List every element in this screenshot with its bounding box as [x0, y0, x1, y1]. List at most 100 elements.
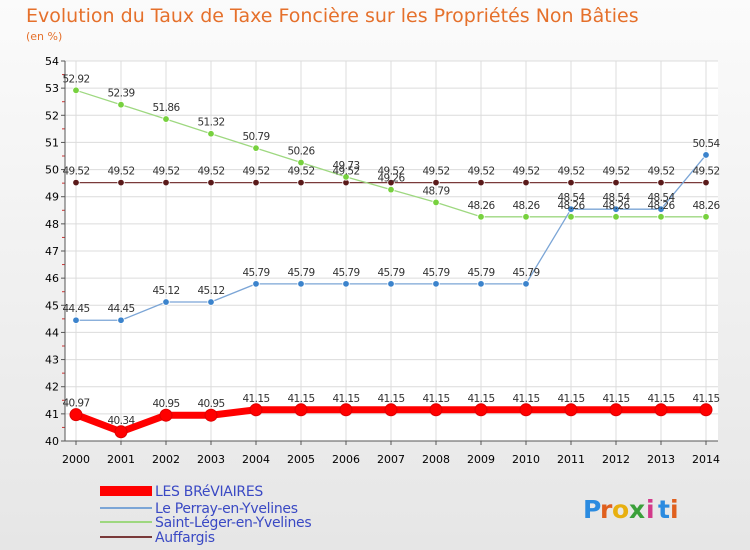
series-point-1 [612, 205, 620, 213]
series-point-0 [474, 403, 488, 417]
data-label-1: 44.45 [62, 303, 89, 315]
series-point-1 [387, 280, 395, 288]
series-point-2 [342, 173, 350, 181]
logo-letter: i [670, 495, 679, 524]
data-label-2: 48.26 [647, 200, 675, 212]
series-point-3 [657, 178, 665, 187]
series-point-0 [159, 408, 173, 422]
data-label-1: 45.79 [332, 267, 359, 279]
series-point-2 [522, 213, 530, 221]
logo-letter: o [612, 495, 629, 524]
series-point-0 [519, 403, 533, 417]
legend-label-3: Auffargis [155, 530, 215, 546]
legend-label-2: Saint-Léger-en-Yvelines [155, 515, 311, 531]
logo-letter: P [583, 495, 601, 524]
x-tick-label: 2006 [332, 453, 360, 466]
y-tick-label: 53 [45, 82, 59, 95]
series-point-3 [432, 178, 440, 187]
x-tick-label: 2010 [512, 453, 540, 466]
x-tick-label: 2001 [107, 453, 135, 466]
logo-letter: r [600, 495, 613, 524]
x-tick-label: 2013 [647, 453, 675, 466]
chart-title: Evolution du Taux de Taxe Foncière sur l… [26, 5, 639, 27]
data-label-2: 52.39 [107, 88, 134, 100]
series-point-2 [432, 198, 440, 207]
data-label-3: 49.52 [152, 166, 179, 178]
series-point-0 [429, 403, 443, 417]
series-point-1 [207, 298, 215, 306]
series-point-0 [609, 403, 623, 417]
data-label-0: 41.15 [422, 393, 449, 405]
series-point-1 [567, 205, 575, 213]
data-label-2: 48.26 [602, 200, 630, 212]
data-label-3: 49.52 [287, 166, 314, 178]
data-label-1: 45.12 [197, 285, 224, 297]
series-point-0 [204, 408, 218, 422]
series-point-0 [339, 403, 353, 417]
series-point-3 [162, 178, 170, 187]
data-label-0: 41.15 [557, 393, 584, 405]
chart-subtitle: (en %) [26, 30, 62, 43]
data-label-0: 41.15 [242, 393, 269, 405]
series-point-2 [387, 185, 395, 194]
series-point-1 [252, 280, 260, 288]
data-label-2: 48.26 [467, 200, 495, 212]
series-point-1 [432, 280, 440, 288]
series-point-3 [72, 178, 80, 187]
x-tick-label: 2003 [197, 453, 225, 466]
data-label-1: 45.79 [422, 267, 449, 279]
data-label-0: 40.97 [62, 398, 89, 410]
data-label-0: 41.15 [332, 393, 359, 405]
series-point-3 [207, 178, 215, 187]
logo-letter: i [646, 495, 655, 524]
data-label-1: 45.79 [377, 267, 404, 279]
series-point-2 [252, 144, 260, 152]
series-point-1 [297, 280, 305, 288]
series-point-2 [477, 213, 485, 221]
data-label-0: 41.15 [602, 393, 629, 405]
legend-label-0: LES BRéVIAIRES [155, 484, 263, 500]
x-tick-label: 2007 [377, 453, 405, 466]
data-label-0: 41.15 [377, 393, 404, 405]
series-point-2 [207, 130, 215, 138]
data-label-2: 51.86 [152, 102, 180, 114]
data-label-0: 41.15 [467, 393, 494, 405]
data-label-1: 45.79 [242, 267, 269, 279]
series-point-3 [522, 178, 530, 187]
data-label-1: 44.45 [107, 303, 134, 315]
series-point-2 [162, 115, 170, 123]
series-point-3 [387, 178, 395, 187]
series-point-1 [342, 280, 350, 288]
series-point-1 [702, 151, 710, 159]
data-label-2: 50.26 [287, 146, 315, 158]
data-label-1: 48.54 [647, 192, 675, 204]
y-tick-label: 54 [45, 55, 59, 68]
series-point-3 [297, 178, 305, 187]
legend-swatch-0 [100, 486, 152, 496]
series-point-0 [654, 403, 668, 417]
series-point-3 [702, 178, 710, 187]
data-label-3: 49.52 [557, 166, 584, 178]
data-label-3: 49.52 [647, 166, 674, 178]
y-tick-label: 41 [45, 408, 59, 421]
data-label-3: 49.52 [197, 166, 224, 178]
data-label-0: 41.15 [287, 393, 314, 405]
data-label-1: 45.79 [512, 267, 539, 279]
y-tick-label: 48 [45, 218, 59, 231]
data-label-3: 49.52 [107, 166, 134, 178]
data-label-2: 48.26 [512, 200, 540, 212]
data-label-3: 49.52 [242, 166, 269, 178]
data-label-0: 41.15 [512, 393, 539, 405]
x-tick-label: 2000 [62, 453, 90, 466]
data-labels: 49.52 49.52 49.52 49.52 49.52 49.52 49.52 49.52… [62, 73, 721, 426]
data-label-0: 40.95 [197, 398, 224, 410]
series-point-2 [72, 86, 80, 95]
legend-label-1: Le Perray-en-Yvelines [155, 501, 298, 517]
data-label-2: 48.26 [557, 200, 585, 212]
data-label-1: 45.79 [467, 267, 494, 279]
data-label-1: 45.12 [152, 285, 179, 297]
data-label-1: 50.54 [692, 138, 720, 150]
y-tick-label: 43 [45, 354, 59, 367]
